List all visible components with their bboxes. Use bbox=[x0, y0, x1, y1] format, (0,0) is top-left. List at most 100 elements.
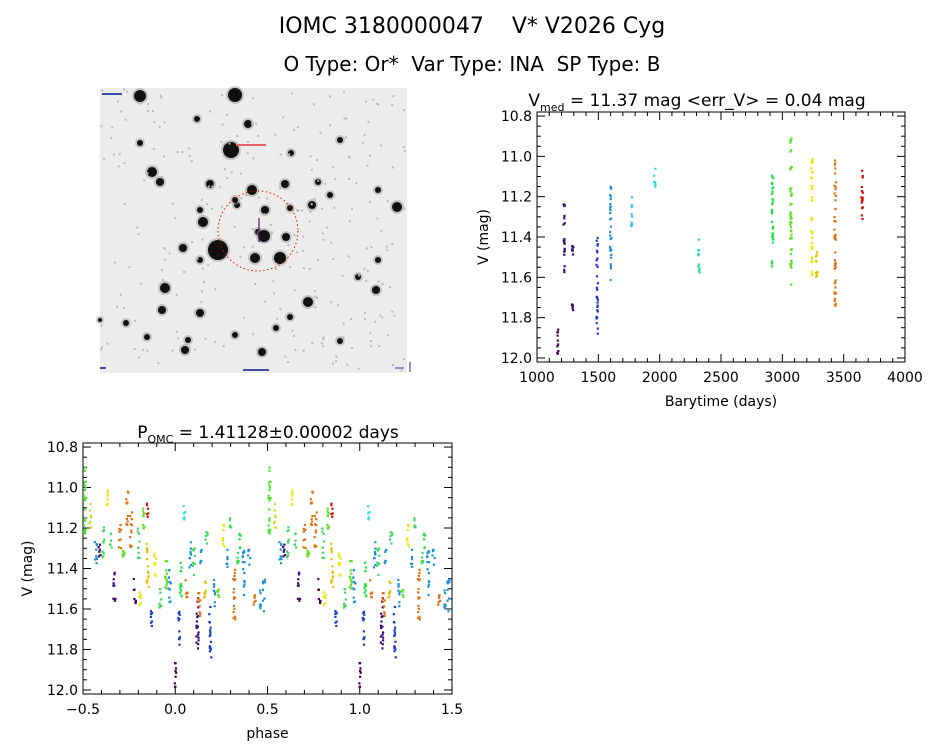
data-point bbox=[410, 558, 414, 561]
data-point bbox=[609, 197, 612, 201]
data-point bbox=[296, 597, 300, 600]
data-point bbox=[789, 166, 792, 170]
data-point bbox=[789, 203, 792, 206]
data-point bbox=[221, 539, 224, 542]
data-point bbox=[609, 185, 612, 188]
data-point bbox=[310, 501, 313, 504]
data-point bbox=[208, 621, 212, 624]
data-point bbox=[861, 169, 864, 172]
data-point bbox=[596, 301, 599, 304]
data-point bbox=[205, 531, 208, 534]
data-point bbox=[350, 580, 353, 583]
data-point bbox=[410, 548, 414, 551]
data-point bbox=[861, 174, 864, 178]
data-point bbox=[374, 563, 377, 567]
data-point bbox=[833, 184, 836, 187]
data-point bbox=[370, 595, 373, 598]
data-point bbox=[814, 255, 818, 258]
data-point bbox=[362, 618, 365, 621]
data-point bbox=[222, 529, 225, 532]
data-point bbox=[268, 532, 271, 535]
data-point bbox=[209, 629, 212, 632]
data-point bbox=[269, 497, 272, 500]
data-point bbox=[252, 603, 255, 606]
data-point bbox=[331, 565, 334, 568]
data-point bbox=[198, 592, 201, 595]
data-point bbox=[273, 503, 277, 506]
data-point bbox=[789, 221, 792, 224]
data-point bbox=[183, 518, 186, 521]
data-point bbox=[811, 247, 814, 251]
data-point bbox=[833, 291, 836, 294]
data-point bbox=[95, 562, 98, 565]
data-point bbox=[381, 597, 385, 600]
data-point bbox=[243, 551, 246, 554]
data-point bbox=[164, 559, 167, 563]
data-point bbox=[232, 617, 235, 620]
data-point bbox=[197, 597, 200, 600]
data-point bbox=[226, 548, 229, 551]
data-point bbox=[175, 671, 178, 674]
data-point bbox=[139, 602, 142, 605]
data-point bbox=[389, 581, 392, 585]
data-point bbox=[654, 167, 657, 170]
data-point bbox=[413, 524, 416, 527]
data-point bbox=[183, 516, 186, 519]
data-point bbox=[141, 523, 145, 527]
data-point bbox=[159, 588, 162, 591]
data-point bbox=[426, 560, 429, 564]
data-point bbox=[122, 549, 125, 553]
data-point bbox=[287, 538, 290, 541]
data-point bbox=[313, 544, 316, 547]
data-point bbox=[117, 546, 121, 549]
data-point bbox=[280, 557, 283, 560]
data-point bbox=[149, 621, 153, 624]
data-point bbox=[393, 629, 396, 632]
data-point bbox=[834, 188, 837, 191]
data-point bbox=[595, 259, 598, 262]
data-point bbox=[209, 605, 212, 609]
data-point bbox=[123, 551, 126, 554]
data-point bbox=[106, 489, 110, 492]
data-point bbox=[279, 548, 282, 551]
data-point bbox=[397, 589, 400, 592]
data-point bbox=[208, 650, 212, 653]
data-point bbox=[563, 265, 566, 268]
data-point bbox=[556, 345, 559, 348]
data-point bbox=[248, 563, 251, 566]
data-point bbox=[609, 203, 612, 206]
x-tick-label: 3500 bbox=[826, 370, 862, 386]
data-point bbox=[770, 181, 774, 185]
data-point bbox=[261, 599, 265, 602]
y-tick-label: 10.8 bbox=[501, 109, 532, 125]
data-point bbox=[418, 571, 421, 575]
data-point bbox=[833, 264, 837, 268]
y-tick-label: 11.2 bbox=[501, 190, 532, 206]
data-point bbox=[370, 592, 374, 595]
data-point bbox=[833, 192, 836, 195]
y-tick-label: 11.0 bbox=[501, 149, 532, 165]
data-point bbox=[342, 606, 346, 609]
data-point bbox=[424, 534, 427, 537]
data-point bbox=[89, 514, 92, 517]
data-point bbox=[595, 317, 598, 320]
data-point bbox=[426, 555, 429, 559]
data-point bbox=[596, 304, 599, 307]
data-point bbox=[136, 556, 140, 559]
data-point bbox=[609, 206, 612, 209]
data-point bbox=[239, 534, 242, 537]
data-point bbox=[268, 484, 271, 487]
data-point bbox=[374, 547, 377, 550]
data-point bbox=[179, 570, 182, 573]
data-point bbox=[439, 599, 442, 602]
data-point bbox=[88, 509, 92, 512]
data-point bbox=[234, 618, 237, 621]
data-point bbox=[138, 556, 141, 560]
data-point bbox=[179, 587, 182, 590]
data-point bbox=[213, 593, 216, 596]
data-point bbox=[149, 612, 153, 616]
data-point bbox=[609, 263, 612, 266]
data-point bbox=[153, 563, 156, 567]
data-point bbox=[298, 571, 301, 574]
data-point bbox=[313, 545, 317, 549]
